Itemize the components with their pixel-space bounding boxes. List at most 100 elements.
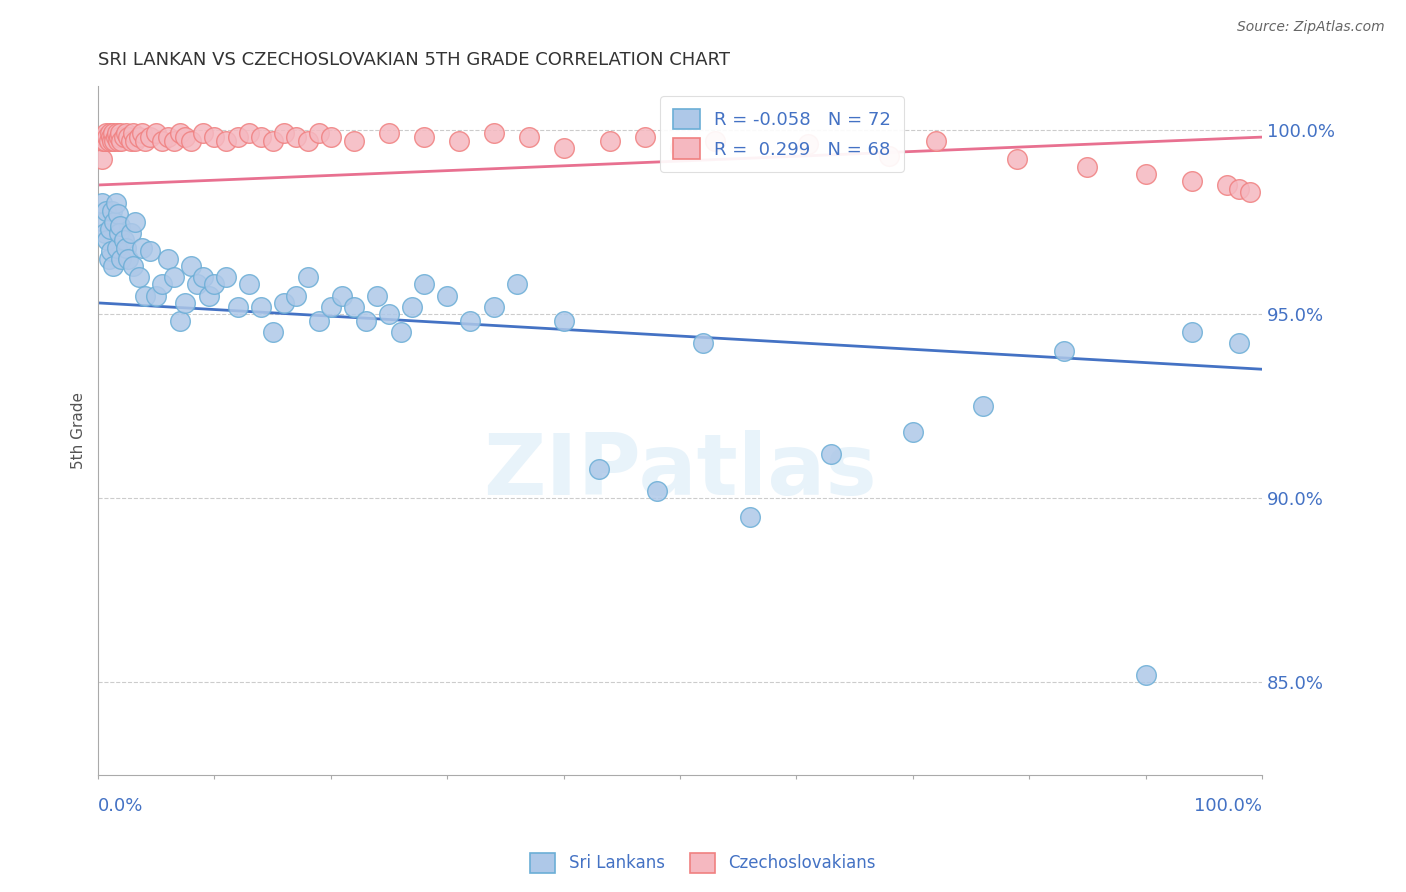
Point [103,215,125,229]
Point [204,277,226,292]
Point [1227,182,1250,196]
Point [250,130,273,145]
Point [128,270,150,285]
Point [738,509,761,524]
Point [692,336,714,351]
Point [122,259,145,273]
Point [191,127,214,141]
Point [482,127,505,141]
Point [332,288,354,302]
Point [96,233,118,247]
Point [107,207,129,221]
Point [1227,336,1250,351]
Point [553,141,575,155]
Point [645,483,668,498]
Point [115,127,138,141]
Point [401,300,423,314]
Legend: Sri Lankans, Czechoslovakians: Sri Lankans, Czechoslovakians [524,847,882,880]
Point [238,127,260,141]
Point [797,137,820,152]
Point [150,134,173,148]
Point [180,259,202,273]
Point [703,134,725,148]
Point [120,226,142,240]
Point [191,270,214,285]
Point [91,134,114,148]
Point [145,288,167,302]
Point [108,127,131,141]
Point [97,134,120,148]
Point [378,307,401,321]
Point [1181,326,1204,340]
Point [343,134,366,148]
Point [174,296,197,310]
Point [553,314,575,328]
Point [634,130,657,145]
Point [238,277,260,292]
Point [101,259,124,273]
Point [117,252,139,266]
Point [110,134,132,148]
Text: SRI LANKAN VS CZECHOSLOVAKIAN 5TH GRADE CORRELATION CHART: SRI LANKAN VS CZECHOSLOVAKIAN 5TH GRADE … [98,51,730,69]
Point [105,127,128,141]
Point [482,300,505,314]
Point [174,130,197,145]
Point [599,134,621,148]
Point [413,130,436,145]
Point [169,314,191,328]
Point [120,134,142,148]
Y-axis label: 5th Grade: 5th Grade [72,392,86,468]
Point [139,130,162,145]
Point [308,127,330,141]
Point [1239,186,1261,200]
Point [354,314,377,328]
Point [112,233,135,247]
Point [107,134,129,148]
Point [1216,178,1239,192]
Point [215,270,238,285]
Point [1181,174,1204,188]
Point [103,134,125,148]
Point [98,222,121,236]
Point [93,130,115,145]
Point [273,127,295,141]
Point [104,130,127,145]
Point [100,244,122,259]
Point [1135,167,1157,181]
Point [104,196,127,211]
Point [150,277,173,292]
Point [972,399,994,413]
Text: 100.0%: 100.0% [1194,797,1263,814]
Point [669,141,692,155]
Point [925,134,948,148]
Point [343,300,366,314]
Point [128,130,150,145]
Point [879,148,901,162]
Point [588,461,610,475]
Point [94,226,117,240]
Point [101,203,124,218]
Point [1007,152,1029,166]
Point [262,326,284,340]
Point [131,241,153,255]
Point [134,134,156,148]
Point [436,288,458,302]
Point [90,152,112,166]
Point [112,130,135,145]
Point [122,127,145,141]
Point [284,288,307,302]
Point [156,252,179,266]
Point [94,134,117,148]
Point [169,127,191,141]
Point [124,215,146,229]
Point [413,277,436,292]
Point [308,314,330,328]
Point [96,203,118,218]
Point [163,270,186,285]
Point [319,130,342,145]
Point [101,134,124,148]
Point [204,130,226,145]
Point [186,277,208,292]
Point [460,314,482,328]
Point [100,130,122,145]
